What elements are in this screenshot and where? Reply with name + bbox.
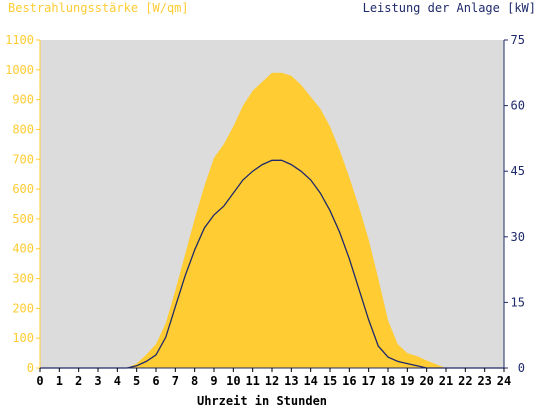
x-tick-label: 20: [419, 374, 433, 388]
x-tick-label: 22: [458, 374, 472, 388]
power-point: [290, 164, 292, 166]
power-point: [165, 337, 167, 338]
left-axis-title: Bestrahlungsstärke [W/qm]: [8, 1, 189, 15]
x-tick-label: 13: [284, 374, 298, 388]
x-tick-label: 8: [191, 374, 198, 388]
power-point: [155, 354, 157, 356]
left-tick-label: 1100: [5, 33, 34, 47]
power-point: [329, 210, 331, 212]
power-point: [145, 361, 147, 362]
right-tick-label: 0: [518, 361, 525, 375]
power-point: [300, 170, 302, 172]
right-tick-label: 30: [511, 230, 525, 244]
left-tick-label: 0: [27, 361, 34, 375]
x-tick-label: 18: [381, 374, 395, 388]
x-tick-label: 9: [210, 374, 217, 388]
left-tick-label: 200: [12, 301, 34, 315]
series-line-power: [40, 159, 504, 369]
x-tick-label: 5: [133, 374, 140, 388]
power-point: [271, 159, 273, 161]
left-tick-label: 600: [12, 182, 34, 196]
left-tick-label: 700: [12, 152, 34, 166]
right-tick-label: 45: [511, 164, 525, 178]
series-area-irradiance: [40, 72, 504, 369]
power-point: [223, 205, 225, 207]
power-point: [203, 227, 205, 229]
power-point: [232, 192, 234, 194]
power-point: [261, 164, 263, 166]
right-tick-label: 15: [511, 295, 525, 309]
power-point: [387, 356, 389, 358]
power-point: [319, 192, 321, 194]
x-tick-label: 19: [400, 374, 414, 388]
right-tick-label: 75: [511, 33, 525, 47]
x-tick-label: 1: [56, 374, 63, 388]
power-point: [348, 258, 350, 260]
power-point: [136, 365, 138, 367]
x-tick-label: 3: [94, 374, 101, 388]
x-tick-label: 11: [245, 374, 259, 388]
x-tick-label: 10: [226, 374, 240, 388]
power-point: [358, 288, 360, 290]
left-tick-label: 1000: [5, 63, 34, 77]
x-tick-label: 4: [114, 374, 121, 388]
power-point: [377, 345, 379, 347]
power-point: [368, 319, 370, 321]
x-tick-label: 23: [477, 374, 491, 388]
x-tick-label: 0: [36, 374, 43, 388]
x-tick-label: 17: [361, 374, 375, 388]
x-tick-label: 24: [497, 374, 511, 388]
right-axis-title: Leistung der Anlage [kW]: [363, 1, 536, 15]
power-point: [174, 306, 176, 308]
left-tick-label: 900: [12, 93, 34, 107]
x-tick-label: 7: [172, 374, 179, 388]
left-tick-label: 500: [12, 212, 34, 226]
power-point: [406, 363, 408, 364]
power-point: [416, 365, 418, 367]
power-point: [281, 159, 283, 161]
power-point: [213, 214, 215, 216]
power-point: [242, 179, 244, 181]
power-point: [397, 361, 399, 362]
left-tick-label: 400: [12, 242, 34, 256]
x-tick-label: 21: [439, 374, 453, 388]
power-point: [184, 275, 186, 277]
right-tick-label: 60: [511, 99, 525, 113]
x-tick-label: 6: [152, 374, 159, 388]
x-tick-label: 16: [342, 374, 356, 388]
power-point: [194, 249, 196, 251]
x-axis-label: Uhrzeit in Stunden: [197, 394, 327, 408]
power-point: [339, 232, 341, 233]
x-tick-label: 12: [265, 374, 279, 388]
left-tick-label: 100: [12, 331, 34, 345]
x-tick-label: 14: [303, 374, 317, 388]
x-tick-label: 2: [75, 374, 82, 388]
power-point: [252, 170, 254, 172]
axes-layer: 0100200300400500600700800900100011000153…: [5, 33, 525, 388]
left-tick-label: 800: [12, 122, 34, 136]
left-tick-label: 300: [12, 272, 34, 286]
power-point: [310, 179, 312, 181]
x-tick-label: 15: [323, 374, 337, 388]
